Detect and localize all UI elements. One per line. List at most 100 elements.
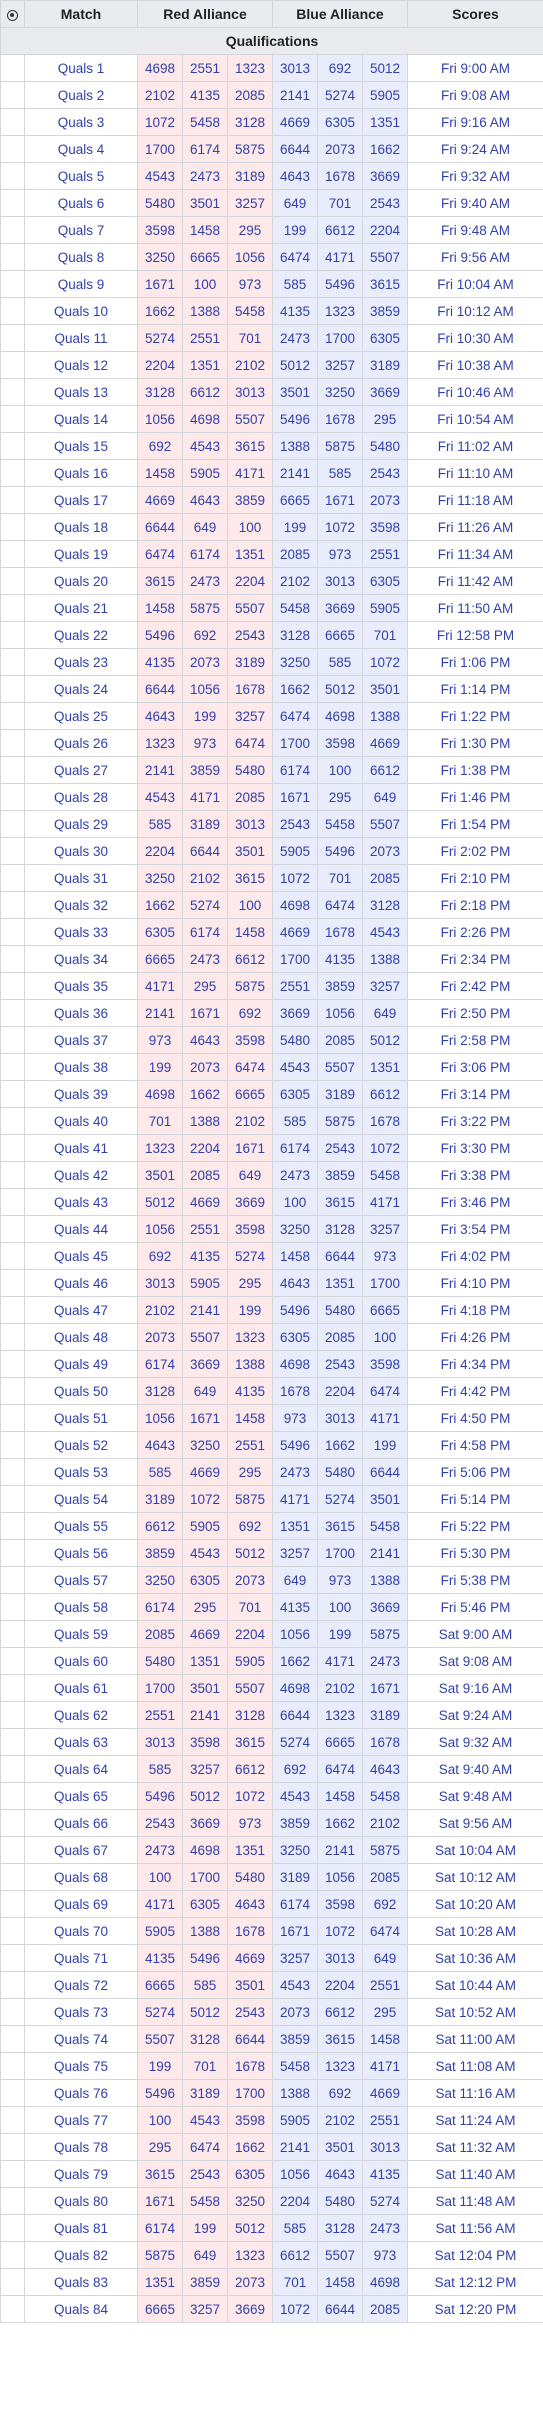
blue-team-link[interactable]: 3598 [362, 1350, 408, 1378]
red-team-link[interactable]: 2073 [227, 1566, 273, 1594]
match-link[interactable]: Quals 55 [24, 1512, 138, 1540]
red-team-link[interactable]: 2102 [227, 351, 273, 379]
blue-team-link[interactable]: 1072 [317, 1917, 363, 1945]
match-link[interactable]: Quals 7 [24, 216, 138, 244]
red-team-link[interactable]: 6474 [137, 540, 183, 568]
red-team-link[interactable]: 6644 [137, 513, 183, 541]
blue-team-link[interactable]: 4698 [317, 702, 363, 730]
blue-team-link[interactable]: 4698 [272, 1350, 318, 1378]
match-link[interactable]: Quals 42 [24, 1161, 138, 1189]
red-team-link[interactable]: 1323 [227, 2241, 273, 2269]
red-team-link[interactable]: 4543 [182, 2106, 228, 2134]
blue-team-link[interactable]: 5496 [272, 1296, 318, 1324]
red-team-link[interactable]: 100 [137, 2106, 183, 2134]
red-team-link[interactable]: 5507 [137, 2025, 183, 2053]
blue-team-link[interactable]: 3257 [272, 1539, 318, 1567]
match-link[interactable]: Quals 3 [24, 108, 138, 136]
blue-team-link[interactable]: 4698 [272, 891, 318, 919]
red-team-link[interactable]: 6305 [182, 1890, 228, 1918]
red-team-link[interactable]: 4669 [182, 1458, 228, 1486]
blue-team-link[interactable]: 100 [317, 1593, 363, 1621]
match-link[interactable]: Quals 12 [24, 351, 138, 379]
red-team-link[interactable]: 692 [182, 621, 228, 649]
blue-team-link[interactable]: 100 [272, 1188, 318, 1216]
match-link[interactable]: Quals 16 [24, 459, 138, 487]
match-link[interactable]: Quals 26 [24, 729, 138, 757]
blue-team-link[interactable]: 6612 [362, 1080, 408, 1108]
match-link[interactable]: Quals 56 [24, 1539, 138, 1567]
red-team-link[interactable]: 1323 [227, 54, 273, 82]
red-team-link[interactable]: 3859 [182, 756, 228, 784]
red-team-link[interactable]: 5012 [182, 1782, 228, 1810]
blue-team-link[interactable]: 1458 [362, 2025, 408, 2053]
red-team-link[interactable]: 5480 [227, 1863, 273, 1891]
blue-team-link[interactable]: 6612 [272, 2241, 318, 2269]
blue-team-link[interactable]: 5012 [362, 1026, 408, 1054]
blue-team-link[interactable]: 5458 [272, 594, 318, 622]
blue-team-link[interactable]: 1056 [317, 1863, 363, 1891]
red-team-link[interactable]: 2085 [182, 1161, 228, 1189]
blue-team-link[interactable]: 6474 [317, 891, 363, 919]
blue-team-link[interactable]: 5480 [317, 1458, 363, 1486]
red-team-link[interactable]: 5496 [137, 1782, 183, 1810]
blue-team-link[interactable]: 6474 [317, 1755, 363, 1783]
blue-team-link[interactable]: 973 [317, 540, 363, 568]
blue-team-link[interactable]: 100 [362, 1323, 408, 1351]
red-team-link[interactable]: 4643 [137, 702, 183, 730]
blue-team-link[interactable]: 4643 [272, 162, 318, 190]
blue-team-link[interactable]: 1678 [362, 1107, 408, 1135]
blue-team-link[interactable]: 6665 [317, 1728, 363, 1756]
blue-team-link[interactable]: 1388 [362, 1566, 408, 1594]
blue-team-link[interactable]: 4171 [362, 2052, 408, 2080]
red-team-link[interactable]: 1323 [137, 1134, 183, 1162]
red-team-link[interactable]: 3598 [137, 216, 183, 244]
blue-team-link[interactable]: 5012 [362, 54, 408, 82]
red-team-link[interactable]: 1056 [137, 1215, 183, 1243]
blue-team-link[interactable]: 5012 [272, 351, 318, 379]
blue-team-link[interactable]: 3615 [362, 270, 408, 298]
blue-team-link[interactable]: 2204 [317, 1971, 363, 1999]
match-link[interactable]: Quals 54 [24, 1485, 138, 1513]
red-team-link[interactable]: 1458 [227, 1404, 273, 1432]
red-team-link[interactable]: 3669 [227, 2295, 273, 2323]
red-team-link[interactable]: 3501 [182, 189, 228, 217]
blue-team-link[interactable]: 2204 [317, 1377, 363, 1405]
match-link[interactable]: Quals 48 [24, 1323, 138, 1351]
blue-team-link[interactable]: 585 [272, 2214, 318, 2242]
blue-team-link[interactable]: 701 [317, 864, 363, 892]
red-team-link[interactable]: 199 [182, 702, 228, 730]
red-team-link[interactable]: 4543 [137, 783, 183, 811]
blue-team-link[interactable]: 4171 [317, 1647, 363, 1675]
red-team-link[interactable]: 3189 [137, 1485, 183, 1513]
blue-team-link[interactable]: 2141 [272, 81, 318, 109]
blue-team-link[interactable]: 5458 [362, 1782, 408, 1810]
match-link[interactable]: Quals 53 [24, 1458, 138, 1486]
red-team-link[interactable]: 2543 [227, 621, 273, 649]
match-link[interactable]: Quals 43 [24, 1188, 138, 1216]
blue-team-link[interactable]: 973 [272, 1404, 318, 1432]
blue-team-link[interactable]: 1072 [362, 1134, 408, 1162]
red-team-link[interactable]: 3615 [137, 2160, 183, 2188]
blue-team-link[interactable]: 2473 [272, 324, 318, 352]
blue-team-link[interactable]: 3598 [317, 1890, 363, 1918]
blue-team-link[interactable]: 1056 [272, 2160, 318, 2188]
red-team-link[interactable]: 295 [227, 1458, 273, 1486]
match-link[interactable]: Quals 40 [24, 1107, 138, 1135]
blue-team-link[interactable]: 2473 [272, 1458, 318, 1486]
red-team-link[interactable]: 2141 [182, 1296, 228, 1324]
red-team-link[interactable]: 2085 [227, 783, 273, 811]
red-team-link[interactable]: 1671 [137, 270, 183, 298]
red-team-link[interactable]: 6474 [227, 1053, 273, 1081]
blue-team-link[interactable]: 2551 [272, 972, 318, 1000]
blue-team-link[interactable]: 1662 [362, 135, 408, 163]
blue-team-link[interactable]: 1700 [272, 945, 318, 973]
red-team-link[interactable]: 6174 [182, 918, 228, 946]
red-team-link[interactable]: 6644 [182, 837, 228, 865]
blue-team-link[interactable]: 3598 [317, 729, 363, 757]
red-team-link[interactable]: 4669 [182, 1620, 228, 1648]
match-link[interactable]: Quals 78 [24, 2133, 138, 2161]
match-link[interactable]: Quals 4 [24, 135, 138, 163]
match-link[interactable]: Quals 70 [24, 1917, 138, 1945]
match-link[interactable]: Quals 81 [24, 2214, 138, 2242]
red-team-link[interactable]: 3598 [227, 1215, 273, 1243]
